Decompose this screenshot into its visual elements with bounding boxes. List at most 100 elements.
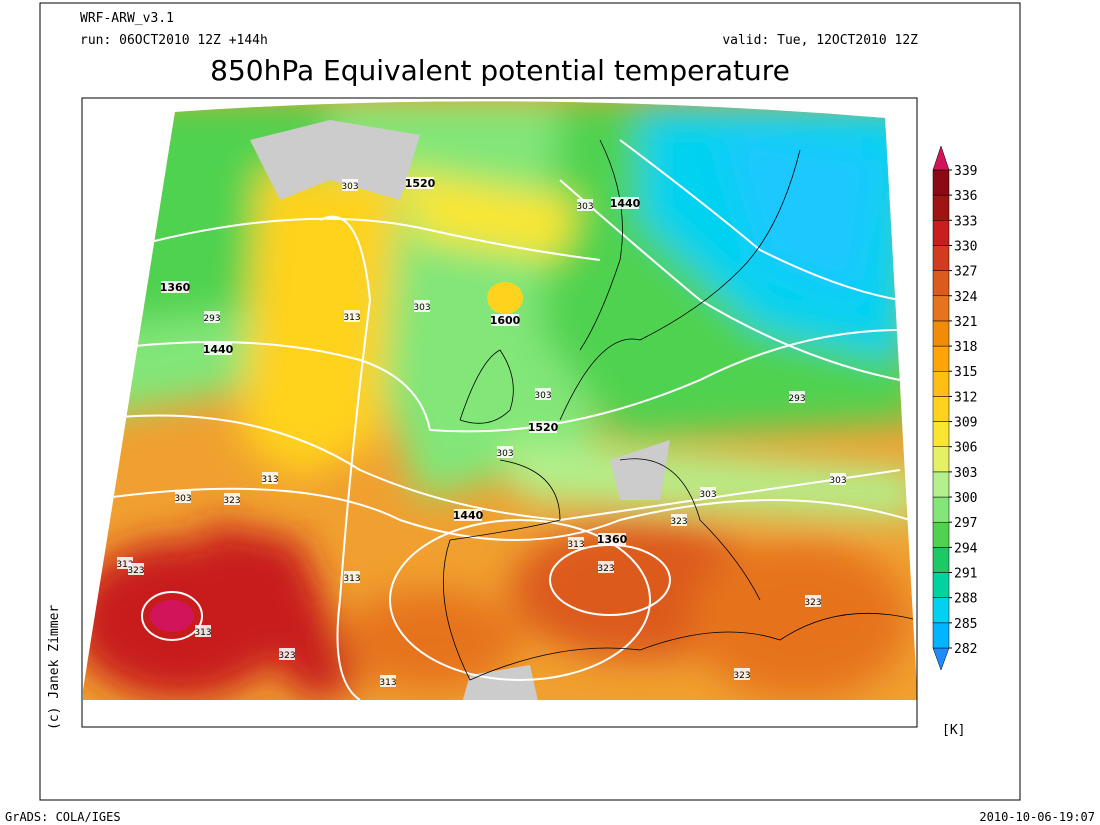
label-box	[700, 487, 716, 499]
colorbar-label: 315	[954, 365, 977, 380]
colorbar-unit: [K]	[942, 723, 965, 738]
colorbar-arrow-low	[932, 647, 950, 671]
colorbar-segment	[932, 295, 950, 322]
outer-frame	[39, 2, 1021, 801]
colorbar-label: 285	[954, 617, 977, 632]
label-box	[175, 491, 191, 503]
label-box	[671, 514, 687, 526]
colorbar-label: 330	[954, 239, 977, 254]
colorbar-segment	[932, 547, 950, 573]
map-title: 850hPa Equivalent potential temperature	[210, 54, 790, 87]
contour-label: 323	[597, 564, 614, 574]
colorbar-segment	[932, 597, 950, 624]
label-box	[805, 595, 821, 607]
contour-label: 1600	[490, 314, 521, 327]
label-box	[279, 648, 295, 660]
colorbar-label: 303	[954, 466, 977, 481]
colorbar-label: 309	[954, 416, 977, 431]
colorbar-segment	[932, 345, 950, 372]
contour-label: 303	[496, 449, 513, 459]
contour-label: 313	[261, 475, 278, 485]
contour-label: 313	[343, 313, 360, 323]
contour-label: 303	[699, 490, 716, 500]
colorbar: 282 285 288 291 294 297 300 303 306 309 312 315 318 3…	[932, 145, 978, 671]
contour-label: 303	[174, 494, 191, 504]
run-time: run: 06OCT2010 12Z +144h	[80, 33, 268, 48]
label-box	[789, 391, 805, 403]
contour-label: 303	[413, 303, 430, 313]
contour-label: 303	[341, 182, 358, 192]
colorbar-segment	[932, 496, 950, 523]
footer-left: GrADS: COLA/IGES	[5, 810, 121, 824]
label-box	[734, 668, 750, 680]
contour-label: 323	[804, 598, 821, 608]
colorbar-label: 300	[954, 491, 977, 506]
colorbar-arrow-high	[932, 145, 950, 171]
colorbar-segment	[932, 421, 950, 447]
colorbar-label: 336	[954, 189, 977, 204]
colorbar-label: 333	[954, 214, 977, 229]
colorbar-segment	[932, 572, 950, 598]
copyright: (c) Janek Zimmer	[47, 605, 62, 730]
label-box	[344, 571, 360, 583]
colorbar-segment	[932, 169, 950, 196]
label-box	[497, 446, 513, 458]
label-box	[128, 563, 144, 575]
contour-label: 293	[788, 394, 805, 404]
label-box	[262, 472, 278, 484]
label-box	[224, 493, 240, 505]
contour-label: 313	[567, 540, 584, 550]
colorbar-segment	[932, 521, 950, 548]
label-box	[204, 311, 220, 323]
colorbar-segment	[932, 370, 950, 397]
contour-label: 313	[379, 678, 396, 688]
contour-label: 1360	[597, 533, 628, 546]
label-box	[380, 675, 396, 687]
label-box	[830, 473, 846, 485]
colorbar-segment	[932, 396, 950, 422]
label-box	[414, 300, 430, 312]
label-box	[491, 314, 519, 326]
colorbar-segment	[932, 194, 950, 221]
contour-label: 323	[127, 566, 144, 576]
contour-label: 1520	[528, 421, 559, 434]
colorbar-label: 324	[954, 290, 978, 305]
colorbar-segment	[932, 622, 950, 649]
contour-label: 1440	[203, 343, 234, 356]
colorbar-label: 294	[954, 541, 978, 556]
colorbar-label: 339	[954, 164, 977, 179]
colorbar-segment	[932, 270, 950, 297]
label-box	[204, 343, 232, 355]
valid-time: valid: Tue, 12OCT2010 12Z	[722, 33, 918, 48]
label-box	[161, 281, 189, 293]
colorbar-label: 327	[954, 265, 977, 280]
label-box	[344, 310, 360, 322]
contour-label: 323	[733, 671, 750, 681]
colorbar-label: 321	[954, 315, 977, 330]
label-box	[529, 421, 557, 433]
label-box	[577, 199, 593, 211]
contour-label: 1360	[160, 281, 191, 294]
contour-label: 313	[116, 560, 133, 570]
label-box	[406, 177, 434, 189]
label-box	[568, 537, 584, 549]
contour-label: 303	[576, 202, 593, 212]
contour-label: 1440	[453, 509, 484, 522]
label-box	[195, 625, 211, 637]
contour-label: 323	[223, 496, 240, 506]
footer-right: 2010-10-06-19:07	[979, 810, 1095, 824]
contour-label: 1520	[405, 177, 436, 190]
contour-label: 313	[194, 628, 211, 638]
map-frame	[81, 97, 918, 728]
colorbar-label: 288	[954, 592, 977, 607]
colorbar-label: 318	[954, 340, 977, 355]
contour-label: 323	[278, 651, 295, 661]
colorbar-segment	[932, 245, 950, 271]
colorbar-segment	[932, 446, 950, 473]
colorbar-label: 291	[954, 567, 977, 582]
label-box	[611, 197, 639, 209]
colorbar-label: 306	[954, 441, 977, 456]
colorbar-label: 282	[954, 642, 977, 657]
colorbar-label: 297	[954, 516, 977, 531]
label-box	[454, 509, 482, 521]
